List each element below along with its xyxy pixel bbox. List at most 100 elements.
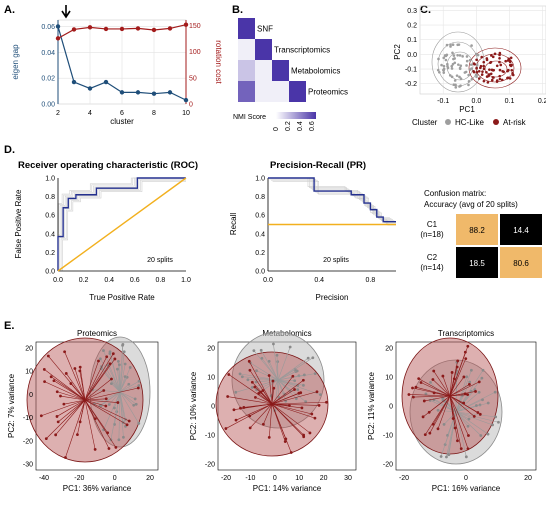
panel-c-point-hc (443, 65, 446, 68)
heatmap-cell (289, 81, 306, 102)
pca-point-hc (296, 370, 299, 373)
pca-point-hc (276, 360, 279, 363)
pca-point-risk (268, 436, 271, 439)
confusion-row-n: (n=14) (420, 263, 444, 272)
panel-a-point-right (152, 28, 156, 32)
panel-c-point-risk (496, 65, 499, 68)
panel-c-point-hc (453, 54, 456, 57)
pca-point-risk (479, 413, 482, 416)
confusion-cell-value: 18.5 (469, 259, 485, 268)
panel-c-point-risk (504, 60, 507, 63)
confusion-row-label: C2 (427, 253, 438, 262)
pca-point-risk (268, 374, 271, 377)
pca-point-risk (126, 423, 129, 426)
panel-a-ytick-left: 0.00 (41, 102, 55, 109)
panel-c-point-risk (487, 81, 490, 84)
pca-point-hc (124, 363, 127, 366)
pca-point-hc (118, 363, 121, 366)
panel-c-point-hc (475, 75, 478, 78)
panel-b-legend-tick: 0 (273, 127, 280, 131)
pr-split-curve (268, 178, 390, 217)
panel-b-legend-tick: 0.6 (309, 121, 316, 131)
pca-ytick: 20 (207, 346, 215, 353)
panel-a-ytick-right: 150 (189, 23, 201, 30)
pca-point-hc (110, 382, 113, 385)
pca-xtick: 10 (295, 475, 303, 482)
confusion-row-n: (n=18) (420, 230, 444, 239)
pr-ylabel: Recall (229, 213, 238, 235)
pca-point-risk (109, 362, 112, 365)
pca-point-risk (43, 380, 46, 383)
pca-point-risk (227, 373, 230, 376)
panel-c-point-hc (464, 71, 467, 74)
panel-c-point-hc (458, 76, 461, 79)
panel-c-point-risk (499, 64, 502, 67)
panel-c-legend-dot-hc (445, 119, 451, 125)
pca-point-risk (242, 406, 245, 409)
pr-xtick: 0.8 (366, 277, 376, 284)
panel-c-xtick: 0.1 (505, 98, 515, 105)
pca-point-hc (129, 366, 132, 369)
pca-point-risk (441, 375, 444, 378)
panel-c-point-risk (490, 72, 493, 75)
roc-xlabel: True Positive Rate (89, 293, 155, 302)
pca-point-risk (284, 440, 287, 443)
panel-c-point-hc (459, 84, 462, 87)
pca-ylabel: PC2: 7% variance (7, 373, 16, 438)
panel-c-point-hc (456, 74, 459, 77)
roc-title: Receiver operating characteristic (ROC) (18, 160, 198, 171)
pca-point-risk (40, 414, 43, 417)
pr-xlabel: Precision (316, 293, 349, 302)
panel-b-legend-tick: 0.2 (285, 121, 292, 131)
pca-point-risk (432, 370, 435, 373)
panel-c-point-hc (456, 43, 459, 46)
pca-point-risk (428, 432, 431, 435)
pr-ytick: 1.0 (255, 176, 265, 183)
pca-xtick: -20 (74, 475, 84, 482)
pca-point-risk (474, 390, 477, 393)
panel-c-point-risk (487, 75, 490, 78)
panel-c-point-risk (506, 77, 509, 80)
pca-point-risk (249, 426, 252, 429)
panel-c-ylabel: PC2 (393, 44, 402, 60)
pca-ylabel: PC2: 10% variance (189, 371, 198, 440)
pca-point-hc (261, 357, 264, 360)
panel-c-point-hc (454, 79, 457, 82)
panel-a-ytick-left: 0.02 (41, 76, 55, 83)
roc-ytick: 1.0 (45, 176, 55, 183)
pca-point-hc (311, 356, 314, 359)
panel-c-point-risk (478, 77, 481, 80)
pca-point-hc (122, 436, 125, 439)
panel-a-point-left (104, 80, 108, 84)
panel-b-legend-title: NMI Score (233, 114, 266, 121)
heatmap-cell (238, 39, 255, 60)
panel-c-ytick: 0.2 (407, 23, 417, 30)
arrow-down-icon (62, 5, 70, 17)
pca-point-risk (79, 366, 82, 369)
pr-ytick: 0.6 (255, 213, 265, 220)
pca-point-risk (302, 434, 305, 437)
pca-point-hc (252, 349, 255, 352)
heatmap-row-label: Transcriptomics (274, 46, 330, 55)
panel-c-point-hc (476, 64, 479, 67)
pca-point-hc (307, 357, 310, 360)
panel-a-point-right (120, 27, 124, 31)
panel-c-ytick: -0.2 (405, 81, 417, 88)
pca-point-hc (113, 407, 116, 410)
pca-plot-title: Proteomics (77, 329, 117, 338)
roc-annotation: 20 splits (147, 257, 173, 264)
pca-point-hc (497, 421, 500, 424)
pca-point-hc (465, 455, 468, 458)
panel-c-point-risk (510, 64, 513, 67)
panel-a-xtick: 2 (56, 110, 60, 117)
pca-point-risk (302, 379, 305, 382)
confusion-cell-value: 88.2 (469, 226, 485, 235)
panel-c-point-hc (465, 64, 468, 67)
panel-a-ytick-left: 0.04 (41, 50, 55, 57)
pca-point-risk (417, 377, 420, 380)
panel-c-point-risk (483, 80, 486, 83)
panel-c-point-hc (466, 60, 469, 63)
pca-point-hc (487, 433, 490, 436)
panel-c-point-risk (476, 71, 479, 74)
